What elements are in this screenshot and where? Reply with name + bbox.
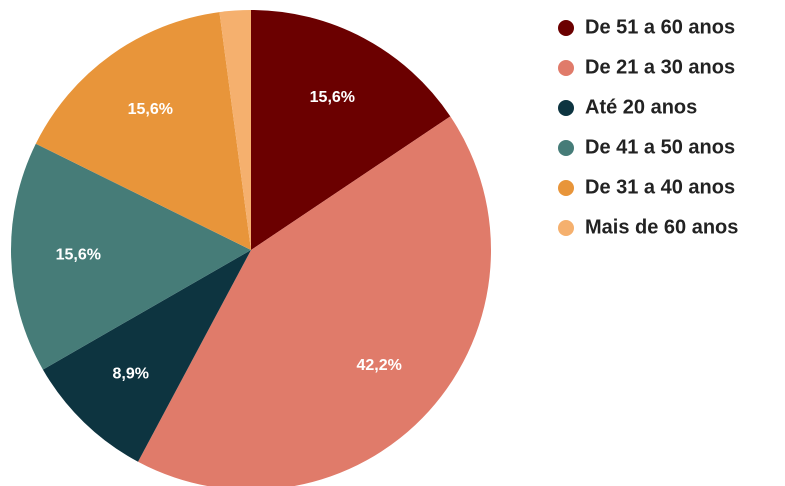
legend-label: Mais de 60 anos (585, 216, 738, 238)
legend-label: De 21 a 30 anos (585, 56, 735, 78)
data-label: 15,6% (128, 101, 173, 118)
data-label: 15,6% (56, 247, 101, 264)
legend-label: Até 20 anos (585, 96, 697, 118)
legend-label: De 31 a 40 anos (585, 176, 735, 198)
legend-swatch (558, 140, 574, 156)
data-label: 8,9% (113, 365, 149, 382)
legend-swatch (558, 20, 574, 36)
pie-slice (219, 10, 251, 250)
data-label: 15,6% (310, 89, 355, 106)
pie-slice (10, 143, 252, 370)
data-label: 42,2% (356, 357, 401, 374)
pie-slice (138, 116, 491, 486)
pie-slice (42, 250, 251, 462)
pie-slice (35, 12, 251, 251)
legend-swatch (558, 100, 574, 116)
legend-label: De 41 a 50 anos (585, 136, 735, 158)
legend-swatch (558, 220, 574, 236)
legend-label: De 51 a 60 anos (585, 16, 735, 38)
legend-swatch (558, 60, 574, 76)
legend-swatch (558, 180, 574, 196)
pie-slice (251, 10, 451, 250)
